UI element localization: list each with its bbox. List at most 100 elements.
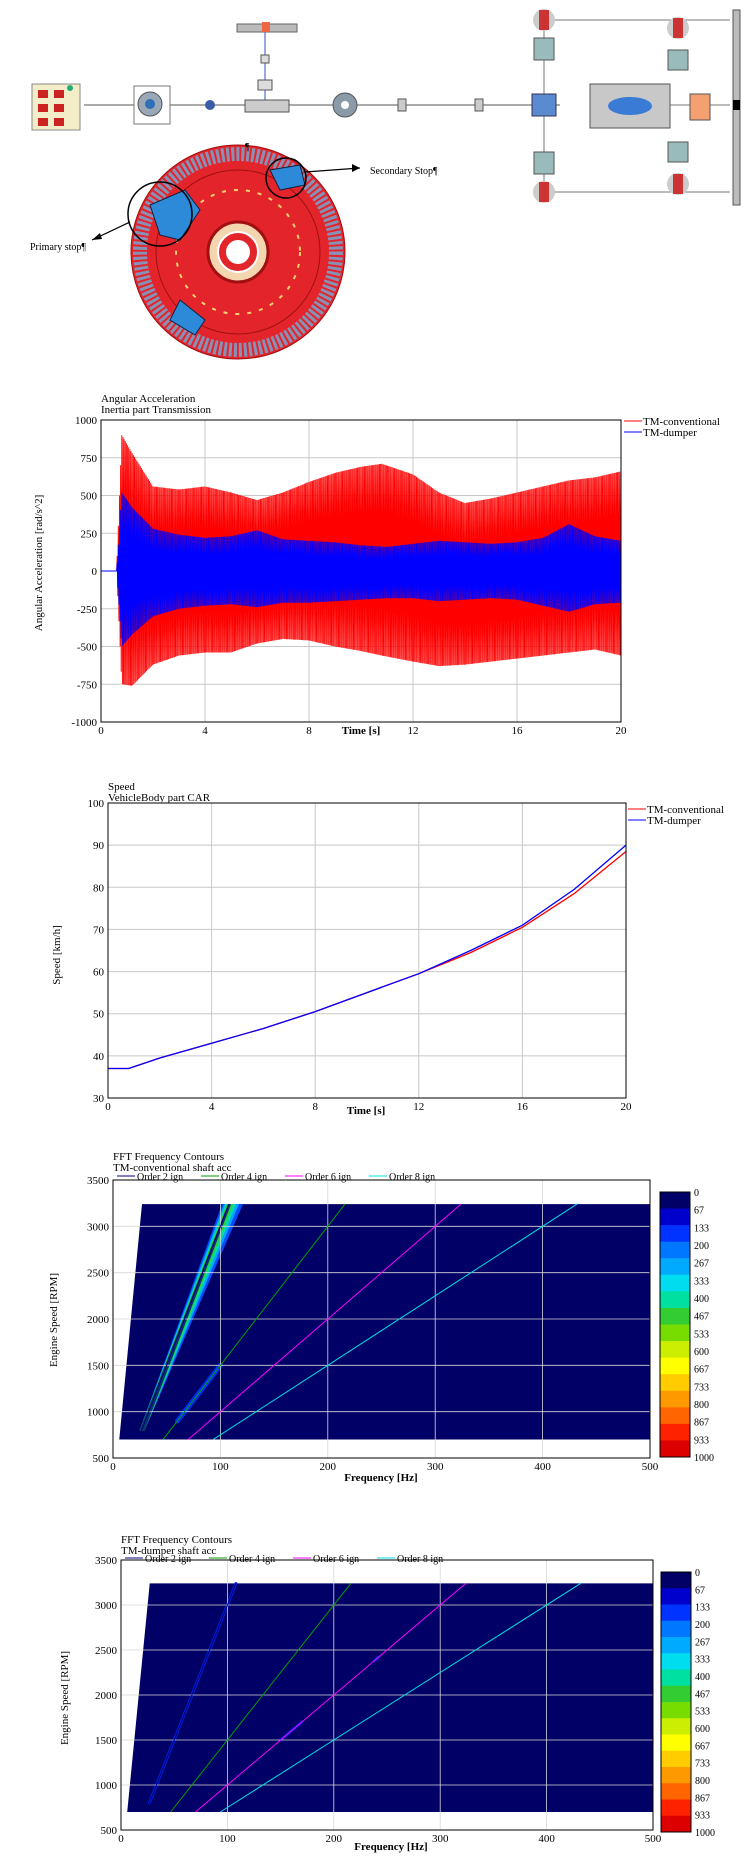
chart3-colorbar-cell [660, 1341, 690, 1359]
chart4-colorbar-cell [661, 1750, 691, 1768]
chart4-colorbar-tick: 400 [695, 1672, 710, 1683]
chart3-colorbar-cell [660, 1192, 690, 1210]
chart1-legend-conventional: TM-conventional [643, 416, 720, 428]
chart4-colorbar-cell [661, 1637, 691, 1654]
chart3-colorbar-tick: 600 [694, 1347, 709, 1358]
chart4-ylabel: Engine Speed [RPM] [59, 1651, 71, 1745]
chart4-colorbar-tick: 133 [695, 1603, 710, 1614]
chart4-xtick: 400 [538, 1833, 555, 1845]
chart1-xtick: 8 [306, 725, 312, 737]
chart1-xtick: 12 [408, 725, 419, 737]
secondary-arrow [304, 167, 361, 173]
joint-icon [205, 100, 215, 110]
chart4-colorbar-cell [661, 1783, 691, 1800]
vehicle-body-icon [589, 83, 671, 129]
chart3-ytick: 500 [93, 1453, 110, 1465]
chart2-xtick: 0 [105, 1101, 111, 1113]
chart3-ytick: 1000 [87, 1407, 110, 1419]
chart4-colorbar-tick: 200 [695, 1620, 710, 1631]
chart3-legend-label: Order 8 ign [389, 1172, 435, 1183]
chart4-colorbar-tick: 267 [695, 1637, 710, 1648]
chart3-colorbar-tick: 0 [694, 1188, 699, 1199]
chart1-ytick: 250 [81, 528, 98, 540]
chart2-xtick: 4 [209, 1101, 215, 1113]
chart4-ytick: 2500 [95, 1645, 118, 1657]
chart4-colorbar-cell [661, 1815, 691, 1833]
chart4-frame [120, 1559, 654, 1831]
chart3-colorbar-tick: 667 [694, 1365, 709, 1376]
chart3-order-line-2 [137, 1203, 230, 1440]
diagram-svg: Primary stop¶ Secondary Stop¶ ¶ [30, 9, 741, 360]
brake-icon [533, 37, 555, 61]
chart3-colorbar-cell [660, 1274, 690, 1292]
chart4-ytick: 500 [101, 1825, 118, 1837]
chart4-colorbar-tick: 867 [695, 1793, 710, 1804]
chart3-colorbar-tick: 1000 [694, 1453, 714, 1464]
chart4-colorbar-tick: 333 [695, 1655, 710, 1666]
chart4-order-line-2 [145, 1583, 237, 1813]
chart2-ytick: 40 [93, 1051, 105, 1063]
speed-svg: Speed VehicleBody part CAR TM-convention… [51, 781, 724, 1117]
chart2-xtick: 8 [312, 1101, 318, 1113]
chart3-colorbar-tick: 333 [694, 1276, 709, 1287]
chart3-xtick: 500 [642, 1461, 659, 1473]
differential-icon [531, 93, 557, 117]
chart2-ytick: 60 [93, 967, 105, 979]
angular-acceleration-chart: Angular Acceleration Inertia part Transm… [0, 390, 754, 740]
chart2-plot-area [107, 802, 627, 1099]
chart4-data-region [127, 1583, 653, 1812]
chart4-ytick: 2000 [95, 1690, 118, 1702]
chart4-colorbar-tick: 67 [695, 1585, 705, 1596]
chart1-ytick: -250 [77, 604, 98, 616]
chart1-frame [100, 419, 622, 723]
chart4-order-line-8 [220, 1582, 581, 1813]
coupling-icon [397, 98, 407, 112]
chart4-colorbar-tick: 600 [695, 1724, 710, 1735]
chart3-colorbar-cell [660, 1423, 690, 1441]
chart1-title: Angular Acceleration [101, 393, 196, 405]
fft-conventional-svg: FFT Frequency Contours TM-conventional s… [48, 1151, 714, 1484]
chart3-ytick: 2000 [87, 1314, 110, 1326]
clutch-icon [133, 85, 171, 125]
chart3-colorbar-cell [660, 1258, 690, 1276]
chart4-colorbar-cell [661, 1669, 691, 1687]
chart1-series-dumper [101, 492, 622, 646]
chart4-xtick: 300 [432, 1833, 449, 1845]
chart3-colorbar-cell [660, 1374, 690, 1392]
chart3-frame [112, 1179, 651, 1459]
chart3-ylabel: Engine Speed [RPM] [48, 1273, 60, 1367]
chart4-ytick: 3000 [95, 1600, 118, 1612]
chart3-xlabel: Frequency [Hz] [344, 1472, 417, 1484]
coupling2-icon [474, 98, 484, 112]
chart3-colorbar-tick: 533 [694, 1329, 709, 1340]
chart4-colorbar-tick: 933 [695, 1811, 710, 1822]
wheel-rear-left-icon [533, 181, 555, 203]
wheel-front-left-icon [533, 9, 555, 31]
chart3-xtick: 0 [110, 1461, 116, 1473]
chart1-xlabel: Time [s] [342, 725, 381, 737]
fft-dumper-chart: FFT Frequency Contours TM-dumper shaft a… [0, 1530, 754, 1858]
chart1-legend: TM-conventional TM-dumper [624, 416, 720, 439]
system-diagram: Primary stop¶ Secondary Stop¶ ¶ [0, 0, 754, 360]
driver-icon [689, 93, 711, 121]
chart4-order-line-4 [170, 1583, 352, 1813]
chart4-colorbar-cell [661, 1588, 691, 1605]
angular-acceleration-svg: Angular Acceleration Inertia part Transm… [33, 393, 720, 737]
chart4-colorbar-cell [661, 1734, 691, 1752]
chart3-colorbar-tick: 733 [694, 1382, 709, 1393]
wheel-rear-right-icon [667, 173, 689, 195]
chart2-legend-dumper: TM-dumper [647, 815, 701, 827]
chart3-colorbar-cell [660, 1390, 690, 1408]
chart1-ylabel: Angular Acceleration [rad/s^2] [33, 495, 45, 632]
chart3-xtick: 400 [534, 1461, 551, 1473]
chart4-colorbar-cell [661, 1604, 691, 1622]
chart4-colorbar-cell [661, 1620, 691, 1638]
chart1-series-conventional [101, 435, 622, 686]
chart3-ytick: 3000 [87, 1221, 110, 1233]
chart4-colorbar-cell [661, 1767, 691, 1784]
chart3-colorbar-cell [660, 1208, 690, 1226]
chart3-colorbar-tick: 200 [694, 1241, 709, 1252]
chart4-order-line-6 [195, 1583, 467, 1813]
chart4-colorbar-cell [661, 1685, 691, 1703]
chart2-subtitle: VehicleBody part CAR [108, 792, 211, 804]
